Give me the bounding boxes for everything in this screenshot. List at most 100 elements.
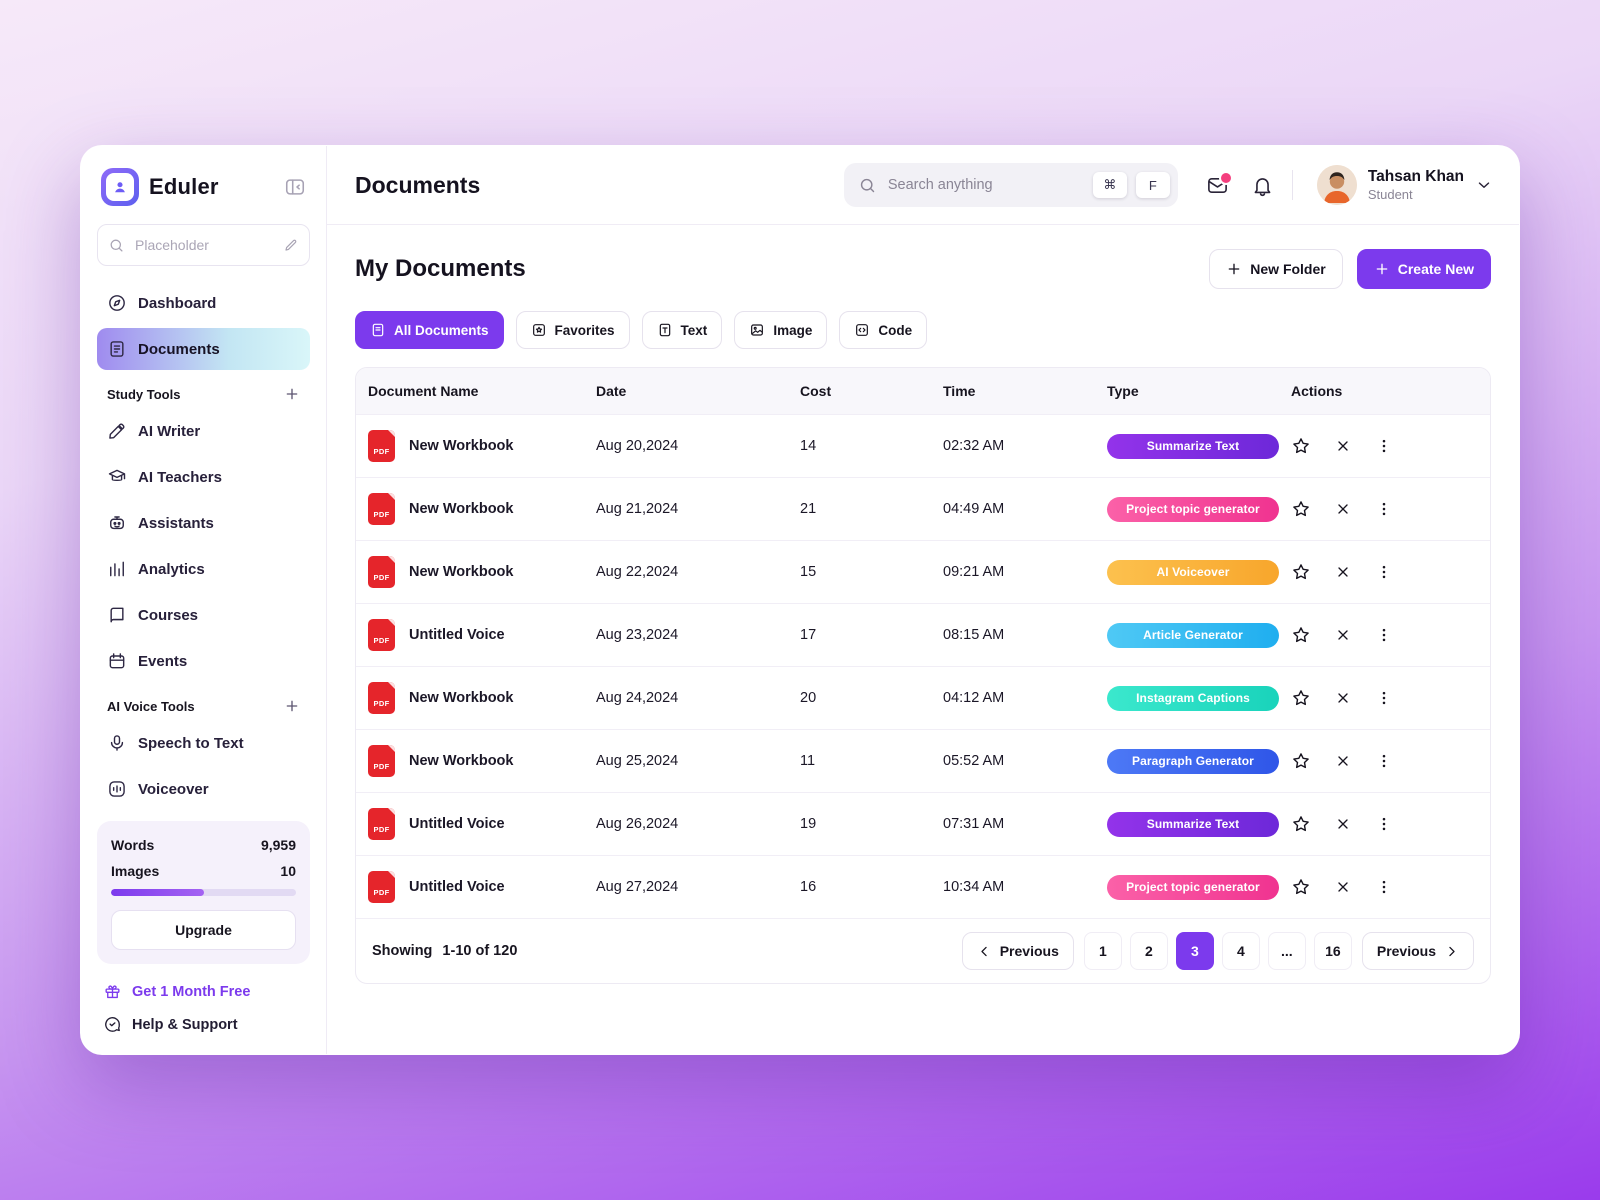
create-new-button[interactable]: Create New: [1356, 249, 1491, 289]
filter-favorites[interactable]: Favorites: [515, 311, 630, 349]
user-name: Tahsan Khan: [1367, 168, 1464, 186]
sidebar-item-label: Analytics: [138, 560, 205, 578]
user-menu[interactable]: Tahsan Khan Student: [1316, 165, 1493, 205]
favorite-star-icon[interactable]: [1291, 688, 1311, 708]
filter-image[interactable]: Image: [734, 311, 828, 349]
section-study-tools: Study Tools: [107, 386, 300, 402]
edit-pencil-icon[interactable]: [283, 237, 299, 253]
more-options-icon[interactable]: [1375, 500, 1393, 518]
favorite-star-icon[interactable]: [1291, 625, 1311, 645]
filter-all-documents[interactable]: All Documents: [355, 311, 504, 349]
sidebar-item-documents[interactable]: Documents: [97, 328, 310, 370]
sidebar-search-field[interactable]: [97, 224, 310, 266]
page-number-button[interactable]: 2: [1129, 932, 1168, 970]
document-date: Aug 21,2024: [596, 501, 679, 517]
table-row[interactable]: PDF New Workbook Aug 21,2024 21 04:49 AM…: [356, 477, 1490, 540]
user-info: Tahsan Khan Student: [1368, 167, 1464, 203]
previous-button[interactable]: Previous: [961, 932, 1074, 970]
document-cost: 17: [800, 627, 817, 643]
sidebar-search-input[interactable]: [133, 236, 275, 254]
global-search-field[interactable]: ⌘ F: [843, 163, 1178, 207]
delete-x-icon[interactable]: [1335, 816, 1351, 832]
help-support-link[interactable]: Help & Support: [97, 1015, 310, 1034]
delete-x-icon[interactable]: [1335, 438, 1351, 454]
table-row[interactable]: PDF New Workbook Aug 22,2024 15 09:21 AM…: [356, 540, 1490, 603]
document-time: 09:21 AM: [943, 564, 1005, 580]
more-options-icon[interactable]: [1375, 626, 1393, 644]
document-date: Aug 24,2024: [596, 690, 679, 706]
table-row[interactable]: PDF New Workbook Aug 20,2024 14 02:32 AM…: [356, 414, 1490, 477]
section-title: Study Tools: [107, 386, 181, 402]
help-icon: [103, 1015, 122, 1034]
speech-to-text-icon: [107, 733, 127, 753]
more-options-icon[interactable]: [1375, 437, 1393, 455]
favorite-star-icon[interactable]: [1291, 499, 1311, 519]
sidebar-item-voiceover[interactable]: Voiceover: [97, 768, 310, 810]
page-number-button[interactable]: 3: [1175, 932, 1214, 970]
sidebar-item-ai-teachers[interactable]: AI Teachers: [97, 456, 310, 498]
delete-x-icon[interactable]: [1335, 501, 1351, 517]
type-badge: Instagram Captions: [1107, 685, 1279, 711]
table-row[interactable]: PDF Untitled Voice Aug 26,2024 19 07:31 …: [356, 792, 1490, 855]
more-options-icon[interactable]: [1375, 752, 1393, 770]
document-cost: 14: [800, 438, 817, 454]
filter-label: All Documents: [394, 322, 489, 338]
image-file-icon: [749, 322, 765, 338]
page-number-button[interactable]: 1: [1083, 932, 1122, 970]
more-options-icon[interactable]: [1375, 689, 1393, 707]
messages-icon[interactable]: [1206, 170, 1233, 197]
sidebar-item-ai-writer[interactable]: AI Writer: [97, 410, 310, 452]
promo-link[interactable]: Get 1 Month Free: [97, 982, 310, 1001]
document-cost: 21: [800, 501, 817, 517]
sidebar-item-assistants[interactable]: Assistants: [97, 502, 310, 544]
table-row[interactable]: PDF Untitled Voice Aug 23,2024 17 08:15 …: [356, 603, 1490, 666]
new-folder-button[interactable]: New Folder: [1209, 249, 1343, 289]
page-number-button[interactable]: 16: [1313, 932, 1352, 970]
main-area: Documents ⌘ F: [327, 146, 1519, 1054]
sidebar-item-events[interactable]: Events: [97, 640, 310, 682]
global-search-input[interactable]: [885, 176, 1084, 194]
table-footer: Showing 1-10 of 120 Previous: [356, 918, 1490, 983]
more-options-icon[interactable]: [1375, 563, 1393, 581]
delete-x-icon[interactable]: [1335, 753, 1351, 769]
favorite-star-icon[interactable]: [1291, 436, 1311, 456]
notifications-bell-icon[interactable]: [1251, 174, 1274, 197]
page-number-button[interactable]: 4: [1221, 932, 1260, 970]
assistants-icon: [107, 513, 127, 533]
f-key: F: [1135, 172, 1170, 198]
filter-text[interactable]: Text: [641, 311, 723, 349]
pdf-file-icon: PDF: [368, 430, 395, 462]
sidebar-item-speech-to-text[interactable]: Speech to Text: [97, 722, 310, 764]
filter-code[interactable]: Code: [839, 311, 928, 349]
pdf-file-icon: PDF: [368, 682, 395, 714]
more-options-icon[interactable]: [1375, 878, 1393, 896]
words-label: Words: [111, 837, 155, 853]
sidebar-item-label: Dashboard: [138, 294, 217, 312]
delete-x-icon[interactable]: [1335, 690, 1351, 706]
chevron-down-icon[interactable]: [1475, 176, 1493, 194]
next-button[interactable]: Previous: [1361, 932, 1474, 970]
favorite-star-icon[interactable]: [1291, 562, 1311, 582]
sidebar-item-courses[interactable]: Courses: [97, 594, 310, 636]
type-badge: Summarize Text: [1107, 433, 1279, 459]
courses-icon: [107, 605, 127, 625]
favorite-star-icon[interactable]: [1291, 877, 1311, 897]
delete-x-icon[interactable]: [1335, 879, 1351, 895]
table-row[interactable]: PDF New Workbook Aug 25,2024 11 05:52 AM…: [356, 729, 1490, 792]
page-number-button[interactable]: ...: [1267, 932, 1306, 970]
add-voice-tool-icon[interactable]: [284, 698, 300, 714]
sidebar-item-dashboard[interactable]: Dashboard: [97, 282, 310, 324]
add-study-tool-icon[interactable]: [284, 386, 300, 402]
showing-range: 1-10 of 120: [442, 943, 518, 959]
delete-x-icon[interactable]: [1335, 627, 1351, 643]
favorite-star-icon[interactable]: [1291, 814, 1311, 834]
table-row[interactable]: PDF New Workbook Aug 24,2024 20 04:12 AM…: [356, 666, 1490, 729]
upgrade-button[interactable]: Upgrade: [111, 910, 296, 950]
favorite-star-icon[interactable]: [1291, 751, 1311, 771]
sidebar-collapse-icon[interactable]: [284, 176, 306, 198]
delete-x-icon[interactable]: [1335, 564, 1351, 580]
sidebar-item-analytics[interactable]: Analytics: [97, 548, 310, 590]
document-name: New Workbook: [409, 438, 514, 454]
more-options-icon[interactable]: [1375, 815, 1393, 833]
table-row[interactable]: PDF Untitled Voice Aug 27,2024 16 10:34 …: [356, 855, 1490, 918]
